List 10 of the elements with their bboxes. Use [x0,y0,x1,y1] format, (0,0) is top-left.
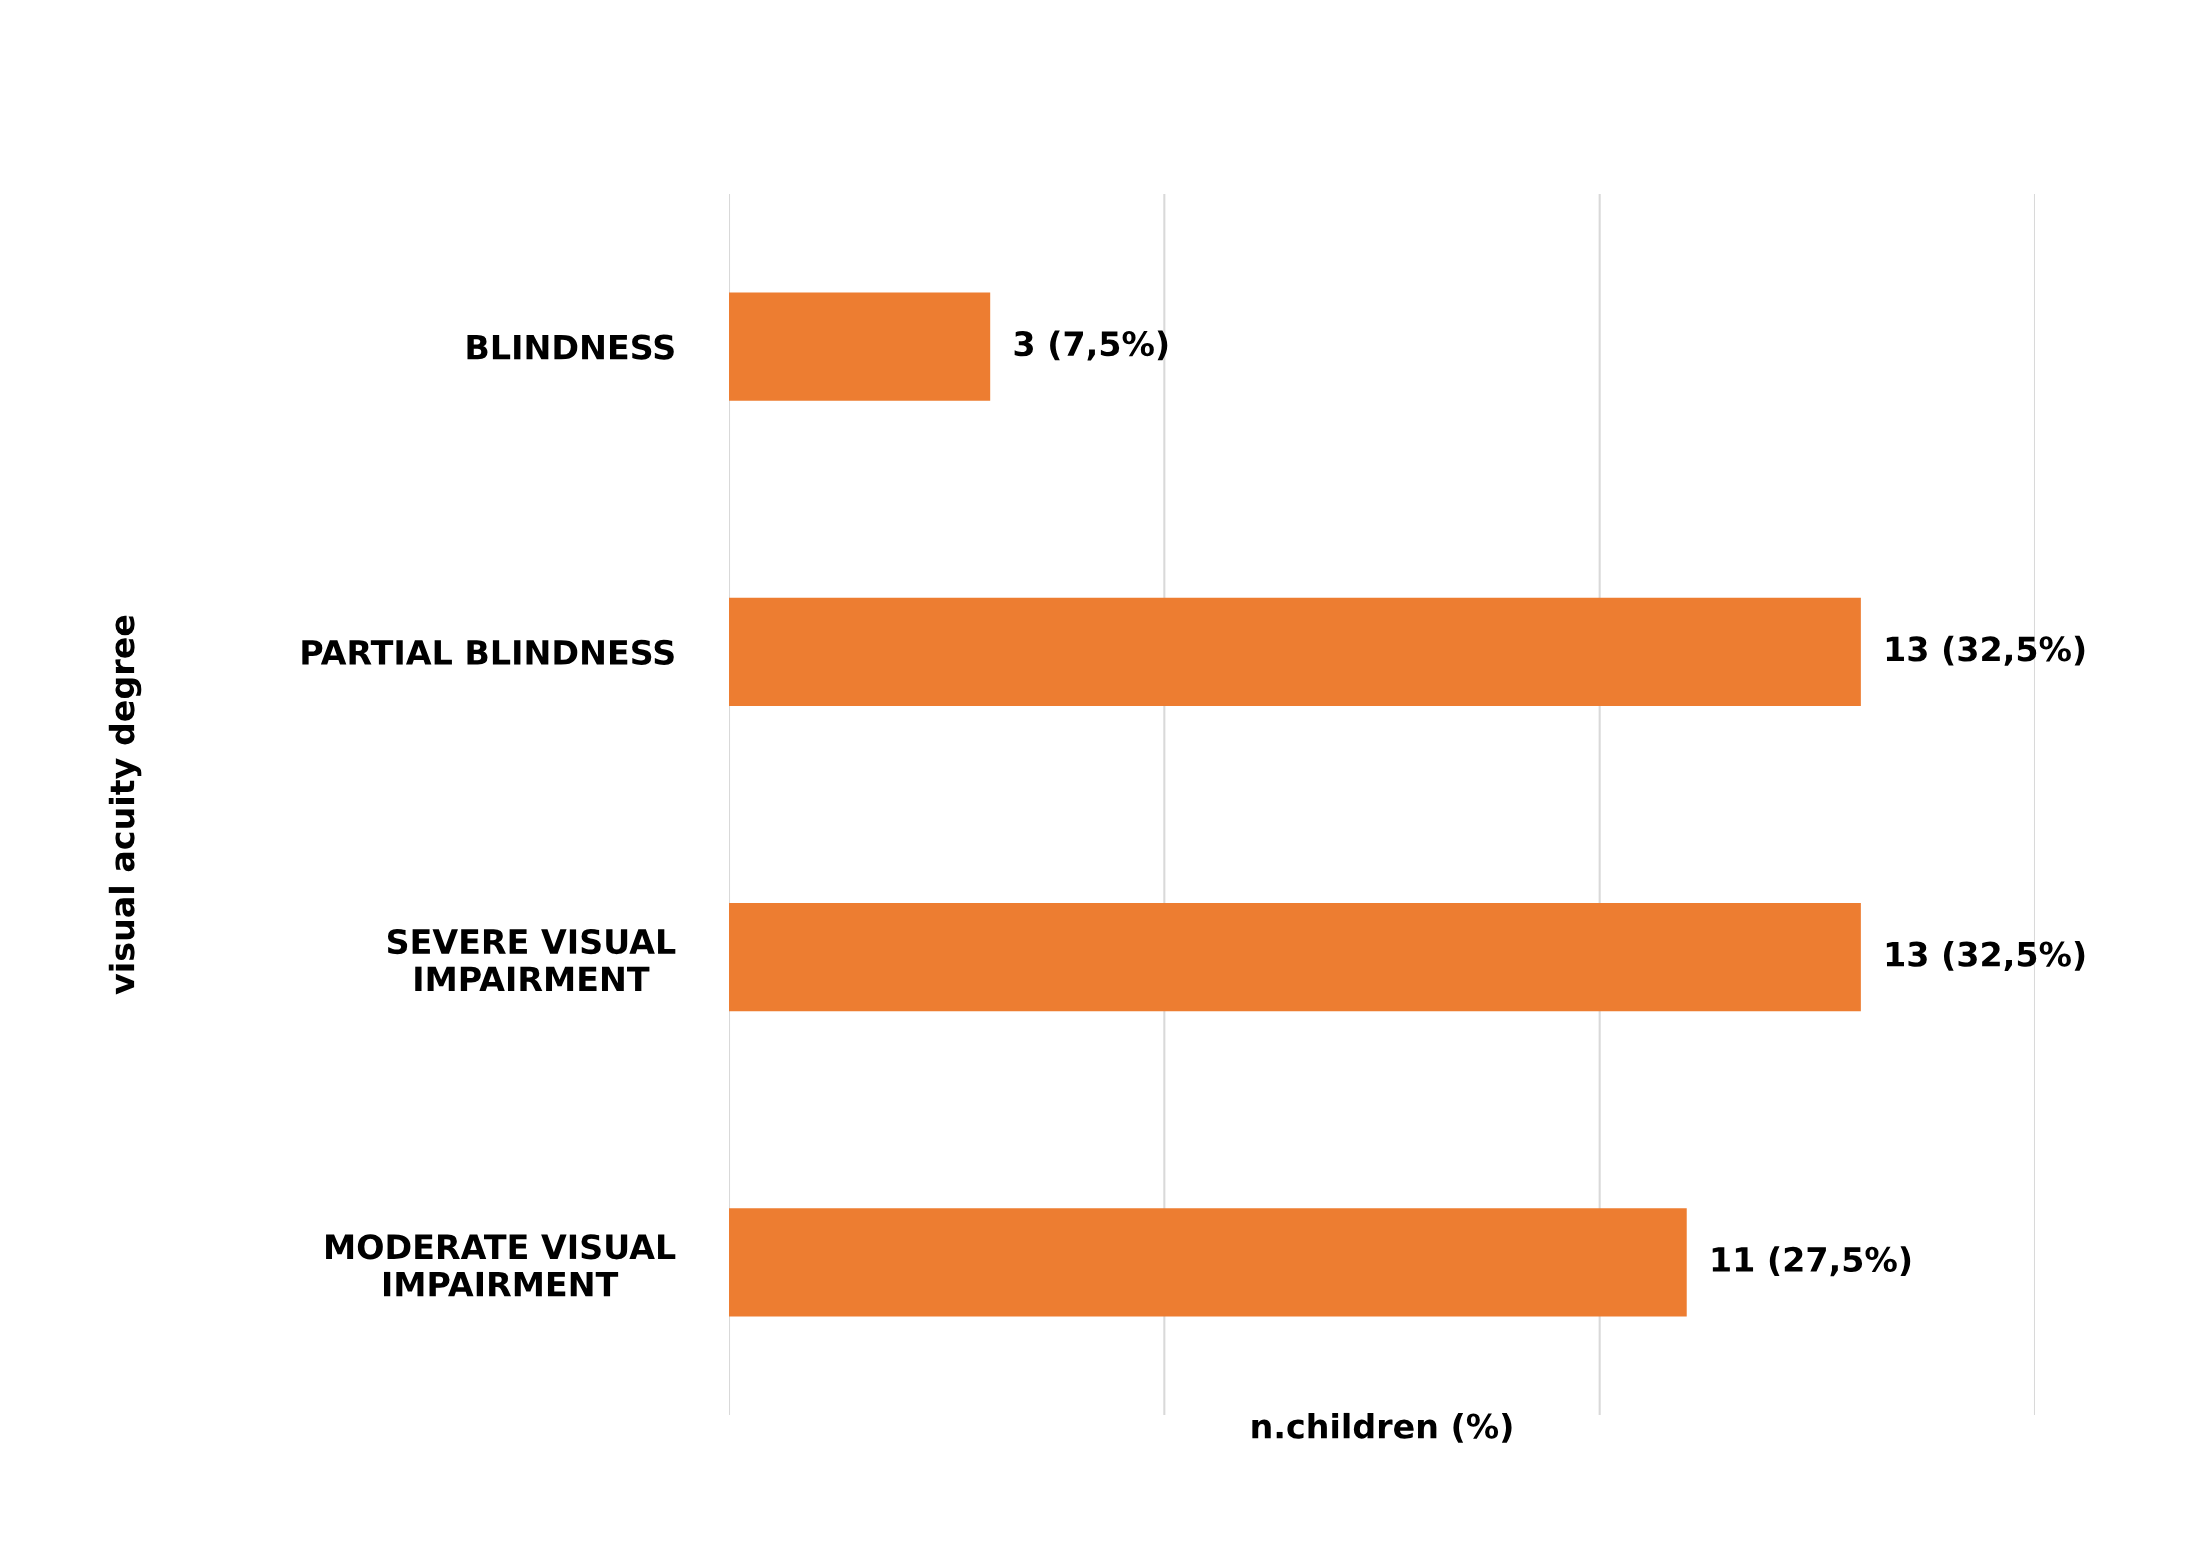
data-label: 13 (32,5%) [1886,635,2085,666]
x-axis-title: n.children (%) [1252,1412,1512,1443]
data-label: 13 (32,5%) [1886,941,2085,972]
y-tick-label: SEVERE VISUAL IMPAIRMENT [387,928,676,991]
y-axis-title: visual acuity degree [108,615,142,995]
y-tick-label: BLINDNESS [467,334,674,360]
data-label: 3 (7,5%) [1014,330,1168,361]
y-tick-label: PARTIAL BLINDNESS [302,639,674,666]
y-tick-label: MODERATE VISUAL IMPAIRMENT [326,1234,676,1297]
data-label: 11 (27,5%) [1712,1246,1911,1277]
